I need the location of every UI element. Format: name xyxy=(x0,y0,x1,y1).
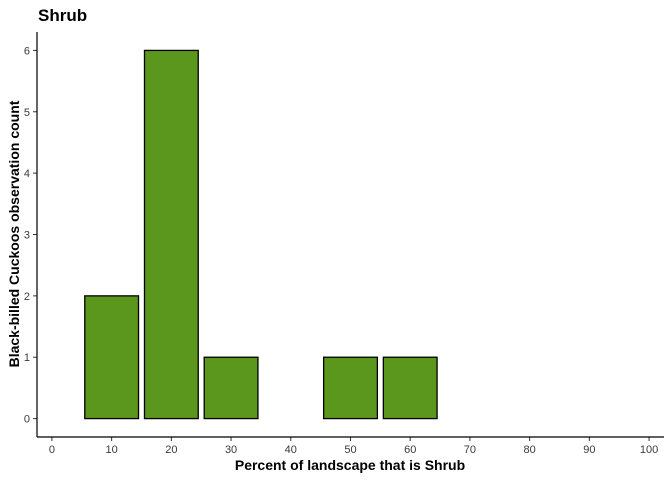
x-tick-label: 0 xyxy=(49,444,55,456)
bar-30 xyxy=(203,356,259,420)
x-tick-label: 90 xyxy=(583,444,595,456)
y-axis-title: Black-billed Cuckoos observation count xyxy=(6,100,22,367)
x-tick-label: 20 xyxy=(165,444,177,456)
x-tick-label: 40 xyxy=(285,444,297,456)
y-tick-label: 3 xyxy=(24,230,30,242)
x-tick-label: 70 xyxy=(464,444,476,456)
chart-title: Shrub xyxy=(38,6,87,25)
y-tick-label: 5 xyxy=(24,107,30,119)
y-tick-label: 1 xyxy=(24,352,30,364)
x-axis-ticks: 0 10 20 30 40 50 60 70 80 90 100 xyxy=(49,437,658,456)
y-tick-label: 2 xyxy=(24,291,30,303)
bar-60 xyxy=(382,356,438,420)
bar-10 xyxy=(84,295,140,420)
y-tick-label: 0 xyxy=(24,414,30,426)
y-tick-label: 6 xyxy=(24,45,30,57)
bar-50 xyxy=(322,356,379,420)
bars-group xyxy=(84,49,438,420)
x-tick-label: 60 xyxy=(404,444,416,456)
x-tick-label: 100 xyxy=(640,444,658,456)
x-tick-label: 50 xyxy=(344,444,356,456)
x-tick-label: 30 xyxy=(225,444,237,456)
y-tick-label: 4 xyxy=(24,168,30,180)
x-tick-label: 80 xyxy=(524,444,536,456)
x-tick-label: 10 xyxy=(106,444,118,456)
bar-20 xyxy=(143,49,199,420)
x-axis-title: Percent of landscape that is Shrub xyxy=(235,457,465,473)
y-axis-ticks: 0 1 2 3 4 5 6 xyxy=(24,45,37,426)
